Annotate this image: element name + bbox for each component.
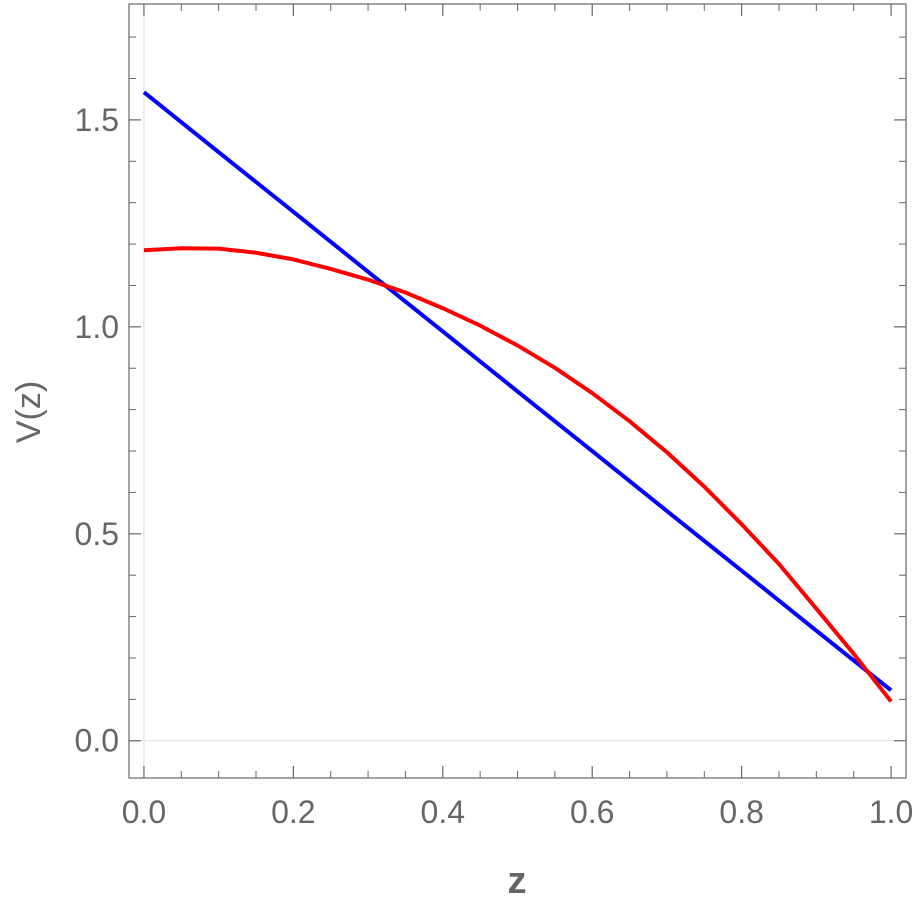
x-tick-label: 1.0	[869, 794, 913, 830]
x-tick-label: 0.6	[570, 794, 614, 830]
x-tick-label: 0.2	[271, 794, 315, 830]
ticks-layer: 0.0 0.2 0.4 0.6 0.8 1.0 0.0 0.5 1.0 1.5	[75, 4, 913, 830]
x-axis-label: z	[508, 860, 527, 902]
x-tick-label: 0.4	[421, 794, 465, 830]
x-tick-label: 0.8	[719, 794, 763, 830]
zero-reference-lines	[129, 4, 906, 778]
x-tick-label: 0.0	[122, 794, 166, 830]
y-tick-label: 1.0	[75, 309, 119, 345]
y-axis-label: V(z)	[10, 381, 48, 443]
series-line-1	[142, 90, 893, 692]
y-tick-label: 0.0	[75, 723, 119, 759]
y-tick-label: 0.5	[75, 516, 119, 552]
y-tick-label: 1.5	[75, 102, 119, 138]
series-line-2	[143, 246, 893, 703]
series-layer	[142, 90, 893, 703]
